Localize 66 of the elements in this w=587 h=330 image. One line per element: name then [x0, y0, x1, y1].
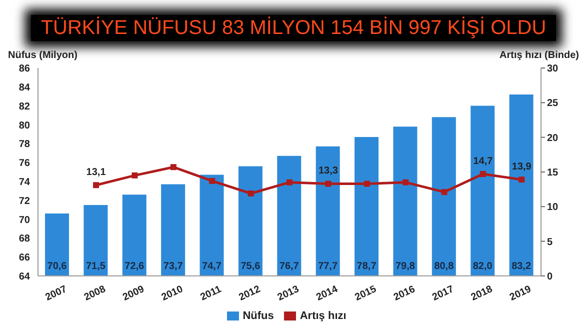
- data-label: 78,7: [356, 260, 377, 272]
- y-tick-label: 86: [18, 64, 30, 75]
- point: [325, 180, 332, 187]
- data-label: 70,6: [47, 260, 68, 272]
- data-label: 71,5: [86, 260, 106, 272]
- legend-label: Nüfus: [242, 310, 274, 322]
- y-axis-title: Nüfus (Milyon): [8, 50, 78, 61]
- y2-tick-label: 25: [547, 98, 559, 110]
- x-tick-label: 2012: [237, 284, 263, 304]
- legend-label: Artış hızı: [300, 310, 346, 322]
- y2-tick-label: 30: [547, 64, 559, 75]
- data-label: 76,7: [279, 260, 300, 272]
- point: [518, 176, 525, 183]
- y-tick-label: 76: [18, 158, 30, 170]
- data-label: 77,7: [318, 260, 338, 272]
- data-label: 14,7: [473, 156, 494, 168]
- x-tick-label: 2011: [198, 284, 224, 304]
- point: [402, 179, 409, 186]
- y-tick-label: 82: [18, 101, 30, 112]
- point: [441, 189, 448, 196]
- y-tick-label: 64: [18, 271, 30, 282]
- data-label: 13,9: [512, 162, 532, 173]
- x-tick-label: 2009: [121, 284, 146, 304]
- y-tick-label: 72: [18, 196, 30, 207]
- point: [132, 172, 138, 178]
- point: [170, 164, 176, 170]
- y2-tick-label: 10: [547, 202, 559, 214]
- y-tick-label: 68: [18, 234, 30, 245]
- data-label: 72,6: [124, 260, 145, 272]
- data-label: 75,6: [240, 260, 261, 272]
- data-label: 83,2: [512, 260, 532, 272]
- x-tick-label: 2019: [508, 284, 534, 304]
- y-tick-label: 78: [18, 139, 30, 150]
- x-tick-label: 2016: [392, 284, 418, 304]
- point: [480, 171, 486, 178]
- x-tick-label: 2015: [353, 284, 379, 304]
- y-tick-label: 74: [18, 176, 30, 188]
- y2-tick-label: 5: [547, 236, 553, 248]
- x-tick-label: 2014: [314, 284, 340, 304]
- point: [248, 190, 254, 196]
- y2-tick-label: 0: [547, 271, 553, 282]
- y2-tick-label: 15: [547, 168, 559, 179]
- data-label: 82,0: [472, 260, 493, 272]
- y2-tick-label: 20: [547, 132, 559, 144]
- y-tick-label: 80: [18, 120, 30, 132]
- data-label: 79,8: [395, 260, 416, 272]
- data-label: 13,1: [86, 167, 106, 178]
- data-label: 73,7: [163, 260, 184, 272]
- x-tick-label: 2010: [160, 284, 186, 304]
- chart-title: TÜRKİYE NÜFUSU 83 MİLYON 154 BİN 997 KİŞİ OLDU: [30, 15, 556, 41]
- y2-axis-title: Artış hızı (Binde): [500, 50, 579, 61]
- y-tick-label: 84: [18, 82, 30, 94]
- y-tick-label: 70: [18, 214, 30, 226]
- x-tick-label: 2017: [430, 284, 456, 304]
- y-tick-label: 66: [18, 252, 30, 264]
- x-tick-label: 2013: [276, 284, 302, 304]
- point: [364, 180, 370, 187]
- point: [286, 179, 292, 186]
- x-tick-label: 2018: [470, 284, 495, 304]
- x-tick-label: 2007: [44, 284, 70, 304]
- point: [93, 182, 100, 188]
- point: [209, 178, 216, 184]
- x-tick-label: 2008: [82, 284, 108, 304]
- data-label: 74,7: [202, 260, 222, 272]
- data-label: 13,3: [318, 166, 338, 177]
- data-label: 80,8: [434, 260, 454, 272]
